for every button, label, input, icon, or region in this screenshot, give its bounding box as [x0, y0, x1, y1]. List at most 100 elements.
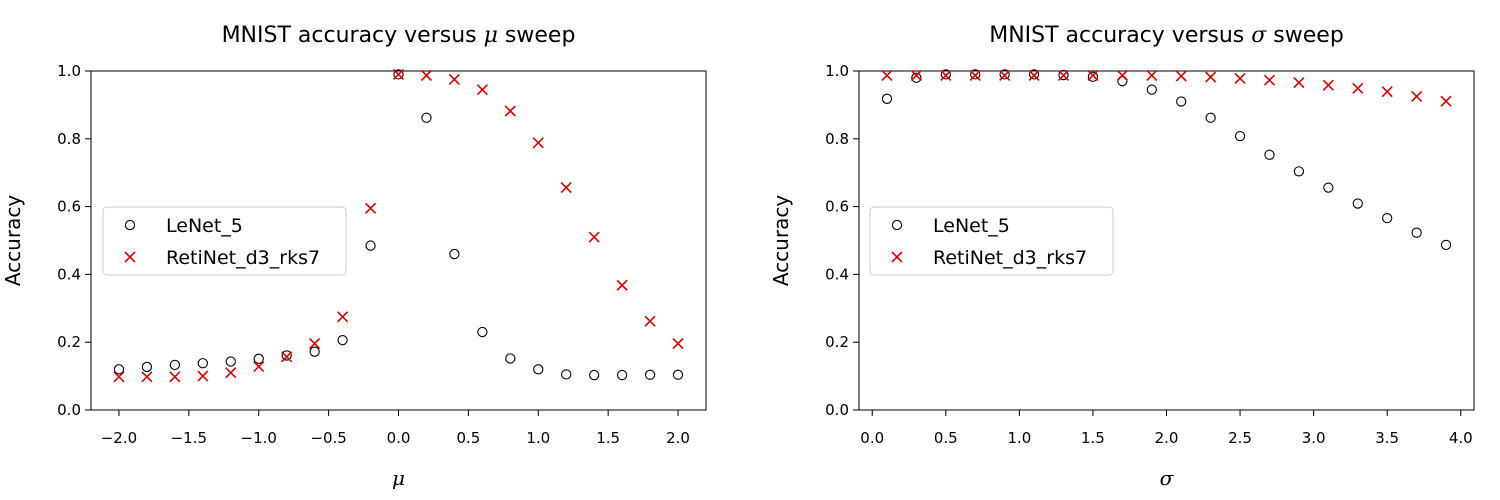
lenet-point [1205, 112, 1216, 123]
retinet-point [881, 69, 893, 81]
lenet-point [141, 361, 153, 373]
retinet-point-stroke [532, 137, 544, 149]
retinet-point [910, 69, 922, 81]
retinet-point [1322, 79, 1334, 91]
retinet-point [1175, 70, 1187, 82]
retinet-point [141, 371, 153, 383]
x-tick-label: −0.5 [310, 429, 346, 447]
retinet-point [309, 337, 321, 350]
retinet-point [1087, 69, 1099, 81]
retinet-point [1263, 74, 1276, 86]
lenet-point [911, 72, 922, 83]
lenet-point [225, 356, 236, 367]
retinet-point [364, 202, 377, 214]
retinet-point-stroke [197, 370, 209, 382]
lenet-point [113, 364, 125, 375]
lenet-point [309, 346, 320, 357]
legend: LeNet_5 RetiNet_d3_rks7 [869, 206, 1114, 276]
x-tick-label: −1.5 [171, 429, 207, 447]
retinet-point [969, 69, 981, 81]
retinet-point-stroke [1293, 76, 1305, 89]
y-axis-label: Accuracy [1, 195, 25, 286]
lenet-point [1176, 96, 1187, 107]
retinet-point-stroke [969, 69, 981, 81]
retinet-point [1057, 69, 1070, 81]
retinet-point-stroke [169, 371, 181, 383]
retinet-point-stroke [309, 337, 321, 350]
legend-marker-retinet [891, 251, 903, 263]
retinet-point [113, 371, 125, 383]
lenet-point [365, 240, 376, 251]
y-tick-label: 0.0 [825, 401, 849, 419]
retinet-point [560, 182, 572, 194]
retinet-point [392, 68, 405, 80]
lenet-point [1234, 130, 1246, 142]
retinet-point-stroke [253, 361, 265, 373]
x-tick-label: −1.0 [241, 429, 277, 447]
y-tick-label: 1.0 [57, 62, 81, 80]
retinet-point-stroke [1028, 69, 1040, 81]
retinet-point-stroke [281, 351, 293, 363]
lenet-point [253, 353, 264, 364]
retinet-point-stroke [881, 69, 893, 81]
retinet-point-stroke [1146, 69, 1158, 81]
retinet-point-stroke [910, 69, 922, 81]
retinet-point [169, 371, 181, 383]
x-tick-label: 3.5 [1375, 429, 1399, 447]
retinet-point-stroke [225, 367, 237, 379]
legend-box [102, 206, 347, 276]
retinet-point-stroke [476, 84, 488, 96]
lenet-point [940, 69, 951, 80]
retinet-point-stroke [141, 371, 153, 383]
retinet-point-stroke [1087, 69, 1099, 81]
x-tick-label: 2.0 [666, 429, 690, 447]
y-axis-label: Accuracy [769, 195, 793, 286]
lenet-point [421, 112, 432, 123]
legend-label: RetiNet_d3_rks7 [166, 247, 320, 269]
x-tick-label: 0.5 [934, 429, 958, 447]
legend-label: LeNet_5 [933, 215, 1010, 237]
chart-title-symbol: μ [484, 23, 498, 48]
lenet-point [1117, 76, 1128, 87]
sigma-sweep-panel: MNIST accuracy versus σ sweep 0.0 0.2 0.4 0.… [769, 23, 1475, 490]
lenet-point [1146, 84, 1157, 95]
legend-marker-stroke [891, 251, 903, 263]
retinet-point [999, 69, 1011, 81]
x-tick-label: 4.0 [1449, 429, 1473, 447]
lenet-point [1382, 212, 1393, 224]
x-tick-label: 1.0 [526, 429, 550, 447]
retinet-point [1205, 71, 1217, 83]
legend-label: RetiNet_d3_rks7 [933, 247, 1087, 269]
retinet-point [476, 84, 488, 96]
lenet-point [449, 248, 460, 260]
retinet-point-stroke [1205, 71, 1217, 83]
lenet-point [281, 350, 292, 361]
legend-marker-lenet [891, 219, 903, 231]
retinet-point-stroke [1175, 70, 1187, 82]
mu-sweep-panel: MNIST accuracy versus μ sweep 0.0 0.2 0.4 0.… [1, 23, 707, 490]
lenet-point [505, 353, 516, 364]
retinet-point-stroke [672, 337, 684, 350]
legend-marker-lenet [124, 219, 136, 231]
y-tick-label: 0.4 [825, 265, 849, 283]
chart-title-text: MNIST accuracy versus [222, 23, 484, 48]
retinet-point-stroke [504, 105, 516, 117]
retinet-point-stroke [392, 68, 405, 80]
retinet-point [1352, 82, 1364, 94]
y-tick-label: 0.8 [825, 130, 849, 148]
chart-title-suffix: sweep [498, 23, 575, 48]
retinet-point-stroke [588, 231, 600, 243]
retinet-point-stroke [1440, 95, 1452, 107]
y-tick-label: 0.6 [825, 198, 849, 216]
lenet-point [881, 93, 893, 104]
retinet-point [1381, 86, 1393, 98]
legend-marker-retinet [124, 251, 136, 263]
legend-label: LeNet_5 [166, 215, 243, 237]
legend-box [869, 206, 1114, 276]
lenet-point [533, 364, 544, 375]
lenet-point [1293, 166, 1305, 177]
retinet-point-stroke [644, 315, 656, 327]
lenet-point [561, 369, 572, 380]
y-tick-label: 1.0 [825, 62, 849, 80]
lenet-point [589, 369, 600, 381]
